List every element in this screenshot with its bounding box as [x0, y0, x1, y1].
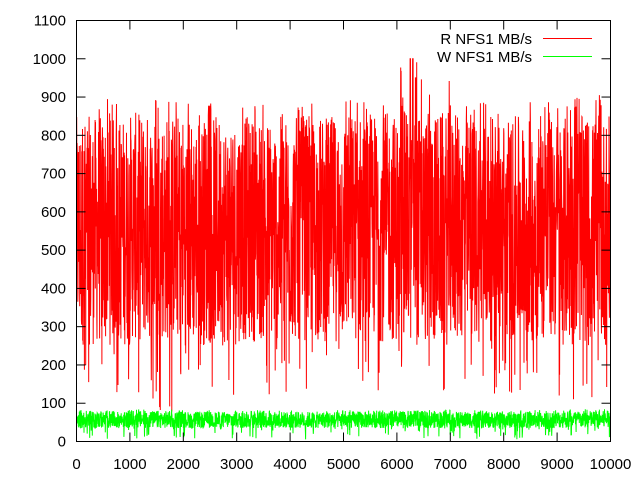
- y-tick-label: 700: [41, 166, 66, 183]
- legend-label-r: R NFS1 MB/s: [440, 31, 532, 48]
- x-tick-label: 2000: [167, 456, 200, 473]
- x-tick-label: 9000: [540, 456, 573, 473]
- x-tick-label: 10000: [590, 456, 632, 473]
- y-tick-label: 500: [41, 242, 66, 259]
- x-tick-label: 0: [72, 456, 80, 473]
- x-tick-label: 3000: [220, 456, 253, 473]
- plot-area: [76, 58, 611, 440]
- x-tick-label: 6000: [380, 456, 413, 473]
- axis-ticks: 0 1000 2000 3000 4000 5000 6000 7000 8000 9000 100…: [33, 13, 632, 474]
- x-tick-label: 5000: [327, 456, 360, 473]
- y-tick-label: 0: [58, 434, 66, 451]
- y-tick-label: 900: [41, 89, 66, 106]
- series-line-r-nfs1: [76, 58, 611, 412]
- x-tick-label: 4000: [273, 456, 306, 473]
- y-tick-label: 1100: [34, 13, 66, 30]
- y-tick-label: 800: [41, 127, 66, 144]
- y-tick-label: 300: [41, 319, 66, 336]
- x-tick-label: 7000: [434, 456, 467, 473]
- y-tick-label: 600: [41, 204, 66, 221]
- x-tick-label: 8000: [487, 456, 520, 473]
- x-tick-label: 1000: [113, 456, 146, 473]
- y-tick-label: 200: [41, 357, 66, 374]
- legend-label-w: W NFS1 MB/s: [437, 49, 532, 66]
- y-tick-label: 100: [41, 395, 66, 412]
- y-tick-label: 1000: [33, 51, 66, 68]
- y-tick-label: 400: [41, 280, 66, 297]
- legend: R NFS1 MB/s W NFS1 MB/s: [437, 31, 592, 66]
- series-line-w-nfs1: [76, 409, 611, 440]
